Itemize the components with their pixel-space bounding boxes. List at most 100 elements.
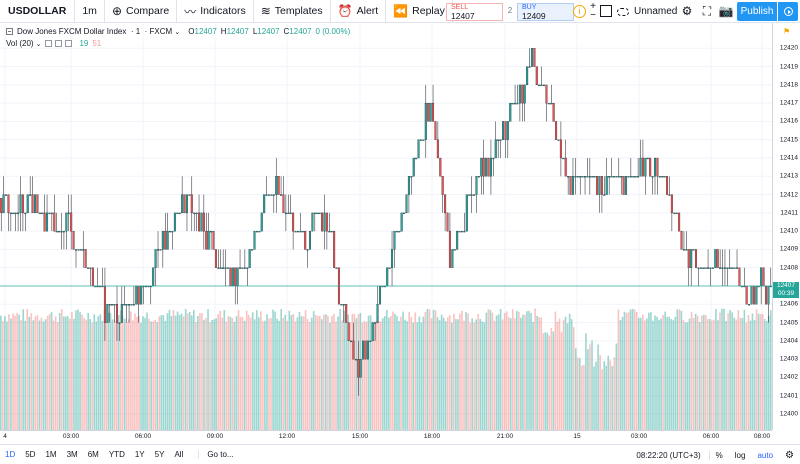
volume-bar [215, 318, 217, 430]
volume-bar [290, 315, 293, 430]
volume-bar [501, 319, 504, 430]
minus-icon[interactable]: − [590, 10, 596, 21]
range-3m[interactable]: 3M [66, 450, 78, 459]
candle-body [371, 322, 374, 342]
candle-body [328, 230, 331, 233]
volume-bar [546, 333, 549, 430]
candle-body [157, 249, 160, 251]
volume-bar [148, 318, 150, 430]
cloud-icon [617, 7, 629, 16]
volume-bar [392, 311, 394, 430]
candle-body [342, 304, 345, 306]
candle-body [217, 267, 220, 269]
price-chart[interactable] [0, 23, 772, 430]
clock[interactable]: 08:22:20 (UTC+3) [628, 450, 710, 460]
candle-body [745, 285, 748, 305]
volume-bar [379, 321, 382, 430]
candle-body [415, 157, 418, 160]
templates-button[interactable]: ≋ Templates [254, 0, 331, 23]
candle-body [2, 194, 5, 214]
candle-body [309, 230, 312, 250]
candle-body [77, 249, 80, 251]
candle-body [116, 304, 119, 323]
percent-toggle[interactable]: % [715, 450, 723, 460]
volume-label[interactable]: Vol (20) [6, 39, 34, 48]
chevron-down-icon: ⌄ [35, 40, 42, 48]
indicators-button[interactable]: 〰 Indicators [177, 0, 254, 23]
info-icon[interactable]: i [573, 5, 586, 18]
candle-body [333, 230, 336, 268]
candle-body [615, 176, 618, 178]
volume-bar [355, 318, 358, 430]
volume-bar [674, 316, 677, 430]
volume-bar [524, 314, 526, 430]
range-ytd[interactable]: YTD [108, 450, 125, 459]
collapse-icon[interactable] [6, 28, 13, 35]
eye-icon[interactable] [45, 40, 53, 47]
camera-icon[interactable]: 📷 [718, 4, 734, 18]
plus-icon[interactable]: + [590, 1, 596, 12]
volume-bar [532, 322, 534, 430]
symbol-search[interactable]: USDOLLAR [0, 0, 76, 23]
layout-square-icon[interactable] [600, 5, 612, 17]
time-axis[interactable]: 4 03:00 06:00 09:00 12:00 15:00 18:00 21:00 15 03… [0, 430, 772, 444]
compare-button[interactable]: ⊕ Compare [105, 0, 178, 23]
volume-bar [448, 315, 451, 430]
volume-bar [229, 316, 232, 430]
volume-bar [520, 317, 522, 430]
volume-bar [550, 328, 553, 430]
goto-button[interactable]: Go to... [198, 450, 234, 459]
play-button[interactable] [778, 2, 798, 21]
range-1y[interactable]: 1Y [134, 450, 145, 459]
candle-body [584, 176, 587, 178]
settings-box-icon[interactable] [55, 40, 63, 47]
candle-body [516, 102, 519, 105]
volume-bar [554, 311, 557, 430]
candle-body [55, 230, 58, 233]
candle-body [465, 194, 468, 232]
candle-body [429, 102, 432, 122]
volume-bar [676, 309, 679, 430]
interval-selector[interactable]: 1m [75, 0, 105, 23]
candle-body [702, 267, 705, 269]
candle-body [543, 84, 546, 87]
volume-bar [388, 317, 390, 430]
replay-button[interactable]: ⏪ Replay [386, 0, 453, 23]
sell-button[interactable]: SELL 12407 [446, 3, 503, 21]
volume-bar [343, 310, 345, 430]
range-1d[interactable]: 1D [5, 450, 16, 459]
chevron-down-icon: ⌄ [682, 7, 690, 16]
range-5y[interactable]: 5Y [154, 450, 165, 459]
volume-bar [353, 313, 356, 430]
warning-icon[interactable]: ⚑ [783, 27, 791, 36]
auto-toggle[interactable]: auto [757, 450, 774, 460]
volume-ma-value: 51 [92, 39, 102, 48]
publish-button[interactable]: Publish [737, 2, 777, 21]
volume-bar [67, 316, 69, 430]
volume-bar [633, 309, 636, 430]
candle-body [731, 267, 734, 269]
candle-body [366, 340, 369, 360]
alert-button[interactable]: ⏰ Alert [331, 0, 387, 23]
range-5d[interactable]: 5D [25, 450, 36, 459]
layout-selector[interactable]: Unnamed ⌄ [617, 0, 689, 23]
price-axis[interactable]: 12420 12419 12418 12417 12416 12415 12414 12413… [772, 23, 800, 430]
volume-bar [56, 322, 59, 430]
candle-body [91, 267, 94, 287]
volume-bar [473, 322, 475, 430]
candle-body [728, 267, 731, 269]
legend-title[interactable]: Dow Jones FXCM Dollar Index · 1 · FXCM ⌄ [17, 27, 181, 36]
gear-icon[interactable]: ⚙ [785, 449, 794, 461]
fullscreen-icon[interactable]: ⛶ [702, 4, 712, 18]
log-toggle[interactable]: log [734, 450, 746, 460]
close-box-icon[interactable] [65, 40, 73, 47]
range-1m[interactable]: 1M [45, 450, 57, 459]
replay-label: Replay [412, 5, 445, 17]
range-all[interactable]: All [174, 450, 184, 459]
candle-body [600, 176, 603, 195]
volume-bar [753, 320, 756, 430]
buy-button[interactable]: BUY 12409 [517, 3, 574, 21]
gear-icon[interactable]: ⚙ [681, 4, 693, 18]
candle-body [704, 267, 707, 269]
range-6m[interactable]: 6M [87, 450, 99, 459]
